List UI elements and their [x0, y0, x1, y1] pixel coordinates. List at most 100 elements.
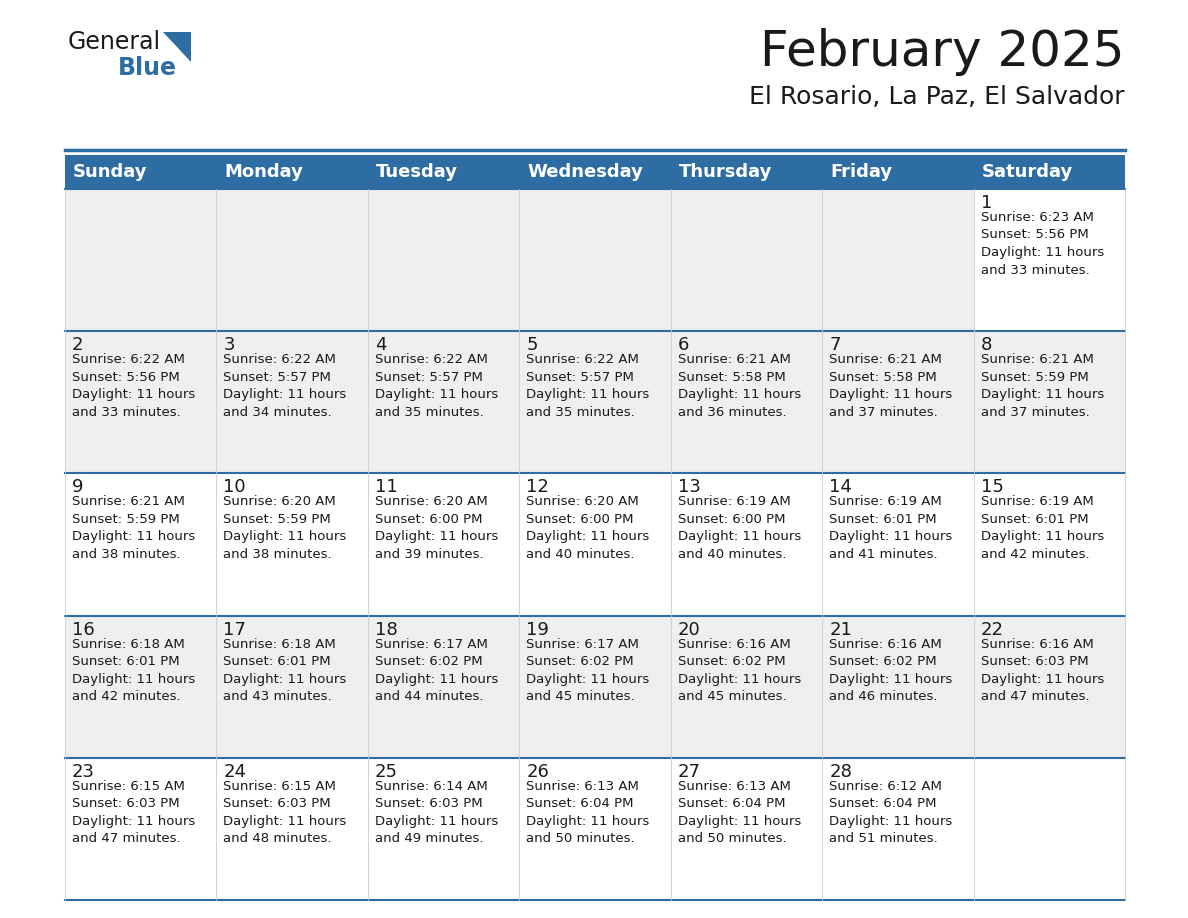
- Bar: [368, 474, 519, 616]
- Text: 11: 11: [375, 478, 398, 497]
- Text: February 2025: February 2025: [760, 28, 1125, 76]
- Text: Sunrise: 6:15 AM
Sunset: 6:03 PM
Daylight: 11 hours
and 48 minutes.: Sunrise: 6:15 AM Sunset: 6:03 PM Dayligh…: [223, 779, 347, 845]
- Text: Sunrise: 6:20 AM
Sunset: 6:00 PM
Daylight: 11 hours
and 40 minutes.: Sunrise: 6:20 AM Sunset: 6:00 PM Dayligh…: [526, 496, 650, 561]
- Text: Sunrise: 6:22 AM
Sunset: 5:56 PM
Daylight: 11 hours
and 33 minutes.: Sunrise: 6:22 AM Sunset: 5:56 PM Dayligh…: [72, 353, 195, 419]
- Text: Sunrise: 6:21 AM
Sunset: 5:59 PM
Daylight: 11 hours
and 38 minutes.: Sunrise: 6:21 AM Sunset: 5:59 PM Dayligh…: [72, 496, 195, 561]
- Bar: [519, 616, 671, 757]
- Bar: [974, 331, 1125, 474]
- Text: Sunrise: 6:13 AM
Sunset: 6:04 PM
Daylight: 11 hours
and 50 minutes.: Sunrise: 6:13 AM Sunset: 6:04 PM Dayligh…: [526, 779, 650, 845]
- Text: 5: 5: [526, 336, 538, 354]
- Text: 24: 24: [223, 763, 246, 781]
- Text: Blue: Blue: [118, 56, 177, 80]
- Text: Sunrise: 6:12 AM
Sunset: 6:04 PM
Daylight: 11 hours
and 51 minutes.: Sunrise: 6:12 AM Sunset: 6:04 PM Dayligh…: [829, 779, 953, 845]
- Text: Sunrise: 6:19 AM
Sunset: 6:01 PM
Daylight: 11 hours
and 42 minutes.: Sunrise: 6:19 AM Sunset: 6:01 PM Dayligh…: [980, 496, 1104, 561]
- Bar: [65, 189, 216, 331]
- Text: Sunrise: 6:16 AM
Sunset: 6:02 PM
Daylight: 11 hours
and 46 minutes.: Sunrise: 6:16 AM Sunset: 6:02 PM Dayligh…: [829, 638, 953, 703]
- Text: Monday: Monday: [225, 163, 303, 181]
- Bar: [216, 757, 368, 900]
- Text: Thursday: Thursday: [678, 163, 772, 181]
- Text: 6: 6: [677, 336, 689, 354]
- Polygon shape: [163, 32, 191, 62]
- Text: Sunrise: 6:15 AM
Sunset: 6:03 PM
Daylight: 11 hours
and 47 minutes.: Sunrise: 6:15 AM Sunset: 6:03 PM Dayligh…: [72, 779, 195, 845]
- Text: 8: 8: [980, 336, 992, 354]
- Text: 14: 14: [829, 478, 852, 497]
- Text: 1: 1: [980, 194, 992, 212]
- Bar: [822, 331, 974, 474]
- Bar: [216, 616, 368, 757]
- Text: 12: 12: [526, 478, 549, 497]
- Bar: [216, 474, 368, 616]
- Text: 7: 7: [829, 336, 841, 354]
- Bar: [671, 474, 822, 616]
- Bar: [822, 757, 974, 900]
- Text: El Rosario, La Paz, El Salvador: El Rosario, La Paz, El Salvador: [750, 85, 1125, 109]
- Text: Sunrise: 6:17 AM
Sunset: 6:02 PM
Daylight: 11 hours
and 45 minutes.: Sunrise: 6:17 AM Sunset: 6:02 PM Dayligh…: [526, 638, 650, 703]
- Text: Sunrise: 6:18 AM
Sunset: 6:01 PM
Daylight: 11 hours
and 43 minutes.: Sunrise: 6:18 AM Sunset: 6:01 PM Dayligh…: [223, 638, 347, 703]
- Bar: [822, 474, 974, 616]
- Text: Sunrise: 6:22 AM
Sunset: 5:57 PM
Daylight: 11 hours
and 35 minutes.: Sunrise: 6:22 AM Sunset: 5:57 PM Dayligh…: [526, 353, 650, 419]
- Text: Sunrise: 6:19 AM
Sunset: 6:01 PM
Daylight: 11 hours
and 41 minutes.: Sunrise: 6:19 AM Sunset: 6:01 PM Dayligh…: [829, 496, 953, 561]
- Bar: [65, 616, 216, 757]
- Bar: [368, 189, 519, 331]
- Bar: [671, 331, 822, 474]
- Bar: [368, 616, 519, 757]
- Text: 4: 4: [375, 336, 386, 354]
- Text: 21: 21: [829, 621, 852, 639]
- Text: Sunrise: 6:13 AM
Sunset: 6:04 PM
Daylight: 11 hours
and 50 minutes.: Sunrise: 6:13 AM Sunset: 6:04 PM Dayligh…: [677, 779, 801, 845]
- Text: 22: 22: [980, 621, 1004, 639]
- Bar: [65, 757, 216, 900]
- Text: 18: 18: [375, 621, 398, 639]
- Bar: [671, 757, 822, 900]
- Bar: [216, 189, 368, 331]
- Text: Sunrise: 6:17 AM
Sunset: 6:02 PM
Daylight: 11 hours
and 44 minutes.: Sunrise: 6:17 AM Sunset: 6:02 PM Dayligh…: [375, 638, 498, 703]
- Bar: [974, 189, 1125, 331]
- Text: 13: 13: [677, 478, 701, 497]
- Bar: [216, 331, 368, 474]
- Text: 28: 28: [829, 763, 852, 781]
- Bar: [822, 616, 974, 757]
- Text: Tuesday: Tuesday: [375, 163, 457, 181]
- Text: Sunrise: 6:14 AM
Sunset: 6:03 PM
Daylight: 11 hours
and 49 minutes.: Sunrise: 6:14 AM Sunset: 6:03 PM Dayligh…: [375, 779, 498, 845]
- Text: 9: 9: [72, 478, 83, 497]
- Text: Sunrise: 6:21 AM
Sunset: 5:59 PM
Daylight: 11 hours
and 37 minutes.: Sunrise: 6:21 AM Sunset: 5:59 PM Dayligh…: [980, 353, 1104, 419]
- Text: Saturday: Saturday: [981, 163, 1073, 181]
- Text: 26: 26: [526, 763, 549, 781]
- Text: Sunrise: 6:20 AM
Sunset: 5:59 PM
Daylight: 11 hours
and 38 minutes.: Sunrise: 6:20 AM Sunset: 5:59 PM Dayligh…: [223, 496, 347, 561]
- Text: 23: 23: [72, 763, 95, 781]
- Bar: [974, 757, 1125, 900]
- Text: 10: 10: [223, 478, 246, 497]
- Bar: [519, 189, 671, 331]
- Text: Sunrise: 6:16 AM
Sunset: 6:03 PM
Daylight: 11 hours
and 47 minutes.: Sunrise: 6:16 AM Sunset: 6:03 PM Dayligh…: [980, 638, 1104, 703]
- Bar: [671, 189, 822, 331]
- Text: Sunrise: 6:19 AM
Sunset: 6:00 PM
Daylight: 11 hours
and 40 minutes.: Sunrise: 6:19 AM Sunset: 6:00 PM Dayligh…: [677, 496, 801, 561]
- Text: Sunrise: 6:16 AM
Sunset: 6:02 PM
Daylight: 11 hours
and 45 minutes.: Sunrise: 6:16 AM Sunset: 6:02 PM Dayligh…: [677, 638, 801, 703]
- Text: 25: 25: [375, 763, 398, 781]
- Text: Sunrise: 6:18 AM
Sunset: 6:01 PM
Daylight: 11 hours
and 42 minutes.: Sunrise: 6:18 AM Sunset: 6:01 PM Dayligh…: [72, 638, 195, 703]
- Bar: [65, 155, 1125, 189]
- Text: 27: 27: [677, 763, 701, 781]
- Text: 16: 16: [72, 621, 95, 639]
- Bar: [974, 616, 1125, 757]
- Text: General: General: [68, 30, 162, 54]
- Text: 3: 3: [223, 336, 235, 354]
- Text: Sunrise: 6:20 AM
Sunset: 6:00 PM
Daylight: 11 hours
and 39 minutes.: Sunrise: 6:20 AM Sunset: 6:00 PM Dayligh…: [375, 496, 498, 561]
- Text: Friday: Friday: [830, 163, 892, 181]
- Text: Sunrise: 6:23 AM
Sunset: 5:56 PM
Daylight: 11 hours
and 33 minutes.: Sunrise: 6:23 AM Sunset: 5:56 PM Dayligh…: [980, 211, 1104, 276]
- Bar: [671, 616, 822, 757]
- Text: Sunrise: 6:22 AM
Sunset: 5:57 PM
Daylight: 11 hours
and 35 minutes.: Sunrise: 6:22 AM Sunset: 5:57 PM Dayligh…: [375, 353, 498, 419]
- Bar: [368, 331, 519, 474]
- Text: 20: 20: [677, 621, 701, 639]
- Text: 2: 2: [72, 336, 83, 354]
- Text: 19: 19: [526, 621, 549, 639]
- Bar: [368, 757, 519, 900]
- Bar: [822, 189, 974, 331]
- Text: Sunrise: 6:21 AM
Sunset: 5:58 PM
Daylight: 11 hours
and 36 minutes.: Sunrise: 6:21 AM Sunset: 5:58 PM Dayligh…: [677, 353, 801, 419]
- Bar: [974, 474, 1125, 616]
- Bar: [519, 474, 671, 616]
- Text: 15: 15: [980, 478, 1004, 497]
- Text: Sunrise: 6:21 AM
Sunset: 5:58 PM
Daylight: 11 hours
and 37 minutes.: Sunrise: 6:21 AM Sunset: 5:58 PM Dayligh…: [829, 353, 953, 419]
- Text: Sunday: Sunday: [72, 163, 147, 181]
- Bar: [519, 757, 671, 900]
- Text: 17: 17: [223, 621, 246, 639]
- Bar: [65, 474, 216, 616]
